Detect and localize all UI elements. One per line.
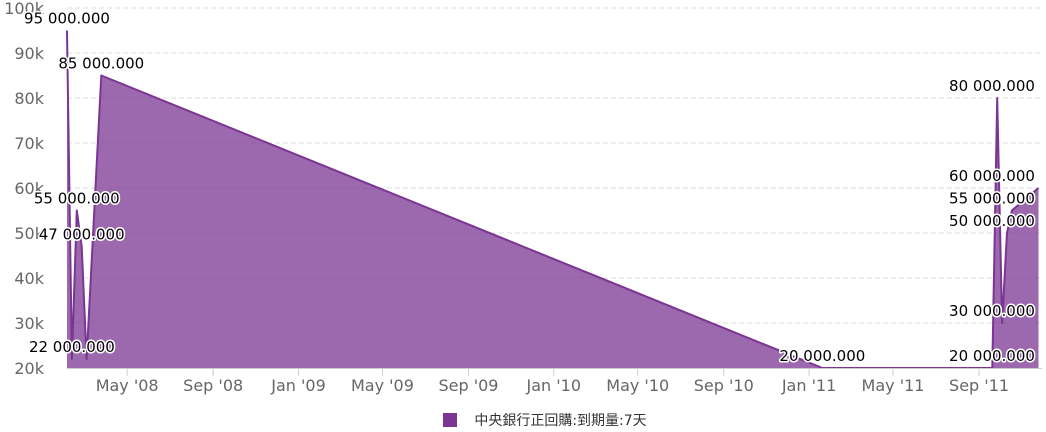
x-tick-label: Sep '08	[183, 376, 243, 395]
data-label: 60 000.000	[949, 167, 1035, 185]
y-tick-label: 80k	[14, 89, 44, 108]
series-area[interactable]	[66, 30, 1040, 369]
x-tick-label: Jan '11	[781, 376, 837, 395]
y-tick-label: 70k	[14, 134, 44, 153]
x-tick-label: Jan '09	[270, 376, 326, 395]
series-area-fill	[67, 30, 1039, 368]
data-label: 95 000.000	[24, 10, 110, 28]
data-label: 55 000.000	[949, 190, 1035, 208]
data-label: 55 000.000	[34, 190, 120, 208]
x-tick-label: Sep '11	[949, 376, 1009, 395]
y-tick-label: 40k	[14, 269, 44, 288]
data-label: 80 000.000	[949, 77, 1035, 95]
data-label: 30 000.000	[949, 302, 1035, 320]
data-label: 47 000.000	[39, 226, 125, 244]
legend-item[interactable]: 中央銀行正回購:到期量:7天	[443, 410, 647, 430]
x-tick-label: May '10	[606, 376, 669, 395]
data-labels: 95 000.000 85 000.000 55 000.000 47 000.000…	[23, 8, 1037, 367]
y-tick-label: 20k	[14, 359, 44, 378]
data-label: 50 000.000	[949, 212, 1035, 230]
y-tick-label: 100k	[4, 0, 45, 18]
x-tick-label: May '09	[351, 376, 414, 395]
data-label: 22 000.000	[29, 338, 115, 356]
area-chart: 20k 30k 40k 50k 60k 70k 80k 90k 100k May '08 Sep …	[4, 0, 1042, 395]
y-axis: 20k 30k 40k 50k 60k 70k 80k 90k 100k	[4, 0, 45, 378]
legend-swatch	[443, 413, 458, 427]
x-tick-label: Sep '09	[438, 376, 498, 395]
x-axis: May '08 Sep '08 Jan '09 May '09 Sep '09 Jan '…	[67, 368, 1042, 395]
data-label: 20 000.000	[779, 347, 865, 365]
x-tick-label: May '08	[96, 376, 159, 395]
legend: 中央銀行正回購:到期量:7天	[0, 410, 1046, 431]
x-tick-label: May '11	[862, 376, 925, 395]
y-tick-label: 30k	[14, 314, 44, 333]
y-tick-label: 90k	[14, 44, 44, 63]
legend-label: 中央銀行正回購:到期量:7天	[474, 413, 647, 429]
data-label: 20 000.000	[949, 347, 1035, 365]
data-label: 85 000.000	[58, 55, 144, 73]
y-tick-label: 50k	[14, 224, 44, 243]
y-tick-label: 60k	[14, 179, 44, 198]
x-tick-label: Sep '10	[694, 376, 754, 395]
x-tick-label: Jan '10	[526, 376, 582, 395]
